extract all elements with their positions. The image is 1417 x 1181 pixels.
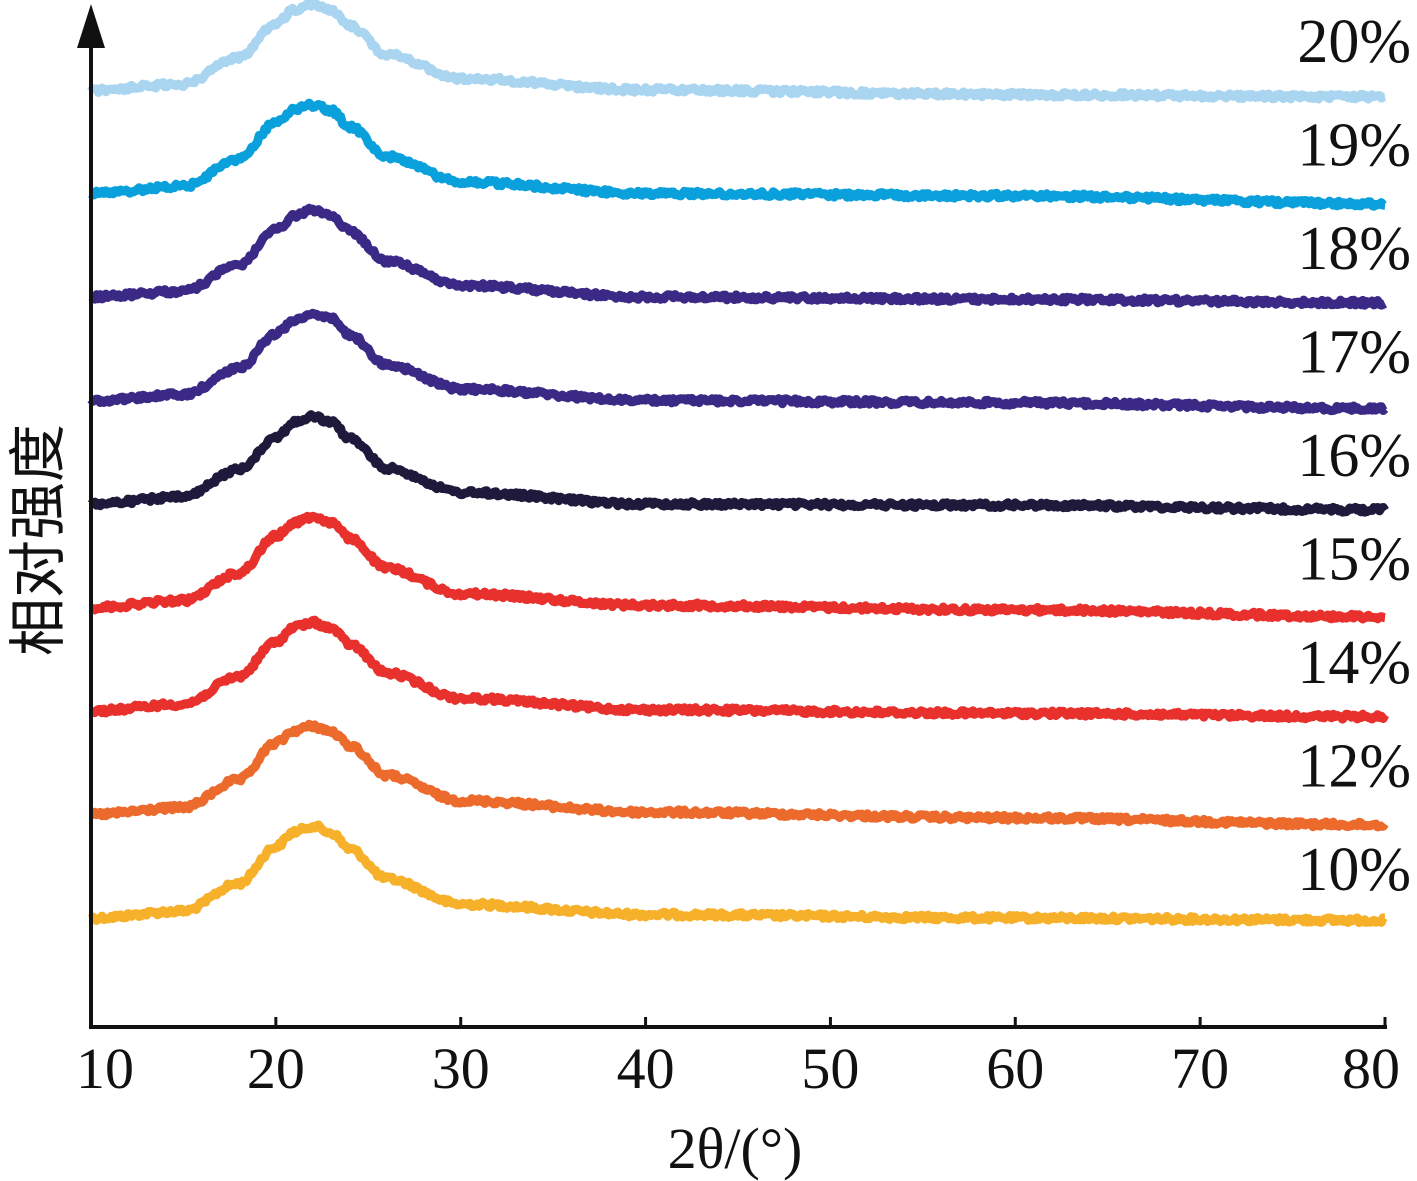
series-label-14pct: 14% xyxy=(1297,629,1411,697)
x-tick-label: 20 xyxy=(247,1036,305,1101)
series-line-20pct xyxy=(87,0,1388,104)
x-tick-label: 50 xyxy=(801,1036,859,1101)
series-line-19pct xyxy=(88,98,1388,211)
series-line-17pct xyxy=(87,308,1389,416)
y-axis-title: 相对强度 xyxy=(6,424,71,656)
series-label-20pct: 20% xyxy=(1297,8,1411,76)
x-tick-label: 40 xyxy=(617,1036,675,1101)
series-line-14pct xyxy=(88,615,1390,724)
series-label-16pct: 16% xyxy=(1297,422,1411,490)
series-label-10pct: 10% xyxy=(1297,836,1411,904)
series-line-12pct xyxy=(88,719,1389,832)
series-line-18pct xyxy=(88,203,1388,310)
series-label-12pct: 12% xyxy=(1297,733,1411,801)
label-layer: 10% 12% 14% 15% 16% 17% 18% 19% 20% xyxy=(1297,8,1411,904)
series-line-10pct xyxy=(87,820,1388,928)
series-line-16pct xyxy=(87,410,1389,517)
y-axis-arrow xyxy=(77,4,105,48)
series-label-19pct: 19% xyxy=(1297,112,1411,180)
x-tick-label: 70 xyxy=(1171,1036,1229,1101)
x-tick-label: 60 xyxy=(986,1036,1044,1101)
series-layer xyxy=(87,0,1390,928)
series-label-17pct: 17% xyxy=(1297,319,1411,387)
series-label-15pct: 15% xyxy=(1297,526,1411,594)
x-tick-label: 10 xyxy=(76,1036,134,1101)
series-line-15pct xyxy=(88,511,1388,624)
x-tick-label: 80 xyxy=(1342,1036,1400,1101)
x-axis-title: 2θ/(°) xyxy=(668,1116,803,1181)
series-label-18pct: 18% xyxy=(1297,215,1411,283)
axis-layer xyxy=(77,4,1387,1029)
tick-layer: 10 20 30 40 50 60 70 80 xyxy=(76,1017,1400,1101)
x-tick-label: 30 xyxy=(432,1036,490,1101)
